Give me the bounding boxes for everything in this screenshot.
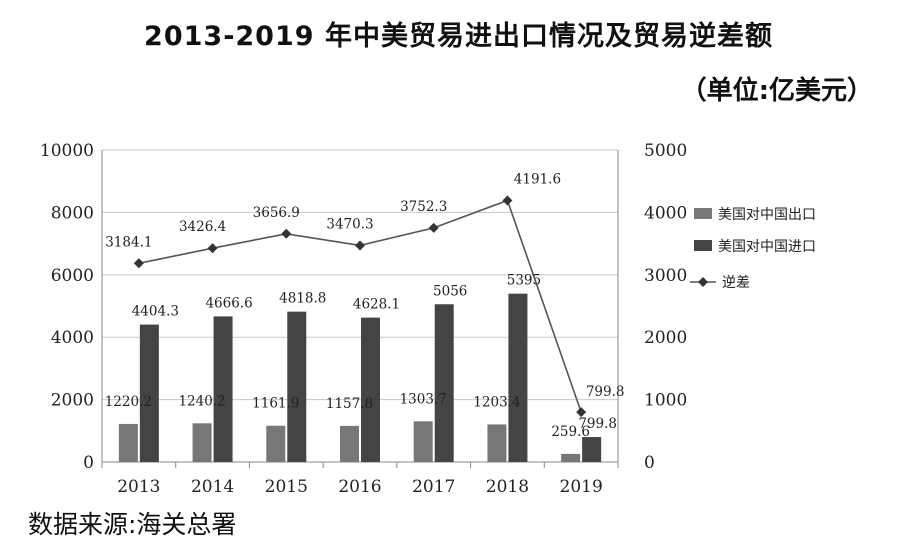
deficit-point [576,407,587,418]
bar-import-label: 4628.1 [353,297,400,313]
deficit-label: 3184.1 [105,234,152,250]
bar-export-label: 1157.8 [326,396,373,412]
bar-export [118,423,138,462]
deficit-label: 799.8 [586,384,625,400]
deficit-label: 3752.3 [400,199,447,215]
y-right-tick-label: 5000 [644,141,687,161]
y-left-tick-label: 2000 [51,391,94,411]
y-left-tick-label: 8000 [51,203,94,223]
x-tick-label: 2014 [191,477,234,497]
deficit-point [502,195,513,206]
legend-label-import: 美国对中国进口 [718,239,816,255]
bar-export [266,425,286,462]
bar-import-label: 799.8 [578,416,617,432]
x-tick-label: 2018 [486,477,529,497]
chart-unit: （单位:亿美元） [680,76,873,106]
bar-import-label: 4818.8 [279,291,326,307]
deficit-label: 3426.4 [179,219,226,235]
chart-title: 2013-2019 年中美贸易进出口情况及贸易逆差额 [144,21,773,52]
data-source: 数据来源:海关总署 [28,510,237,539]
x-tick-label: 2013 [117,477,160,497]
bar-import [361,317,380,462]
y-left-tick-label: 0 [83,453,94,473]
bar-import [213,316,233,462]
y-right-tick-label: 2000 [644,328,687,348]
bar-import [582,437,602,462]
x-tick-label: 2019 [560,477,603,497]
x-tick-label: 2015 [265,477,308,497]
bar-import-label: 4666.6 [205,295,252,311]
legend-swatch-import [694,240,712,251]
x-tick-label: 2017 [412,477,455,497]
deficit-label: 4191.6 [514,171,561,187]
y-right-tick-label: 3000 [644,266,687,286]
deficit-point [133,258,144,269]
legend-swatch-export [694,208,712,219]
bar-import-label: 5056 [433,283,467,299]
deficit-point [355,240,365,251]
bar-import [287,311,307,462]
bar-import [139,324,159,462]
legend-marker-deficit [698,277,708,287]
deficit-point [281,228,292,239]
bar-export [487,424,507,462]
deficit-point [428,222,439,233]
y-left-tick-label: 6000 [51,266,94,286]
bar-import-label: 4404.3 [132,304,179,320]
bar-export-label: 1161.9 [252,396,299,412]
y-left-tick-label: 4000 [51,328,94,348]
deficit-label: 3656.9 [253,205,300,221]
bar-import-label: 5395 [507,273,541,289]
x-tick-label: 2016 [338,477,381,497]
legend-label-deficit: 逆差 [722,275,750,291]
bar-export [413,421,433,462]
deficit-point [207,243,218,254]
deficit-label: 3470.3 [326,216,373,232]
bar-export [340,425,359,462]
bar-import [508,293,528,462]
y-right-tick-label: 0 [644,453,655,473]
bar-import [434,304,454,462]
bar-export-label: 1203.4 [473,394,520,410]
bar-export-label: 259.6 [551,424,590,440]
y-right-tick-label: 1000 [644,391,687,411]
legend-label-export: 美国对中国出口 [718,207,816,223]
bar-export [192,423,212,462]
y-right-tick-label: 4000 [644,203,687,223]
bar-export-label: 1303.7 [400,391,447,407]
bar-export-label: 1240.2 [178,393,225,409]
bar-export-label: 1220.2 [105,394,152,410]
y-left-tick-label: 10000 [40,141,94,161]
bar-export [561,453,581,462]
